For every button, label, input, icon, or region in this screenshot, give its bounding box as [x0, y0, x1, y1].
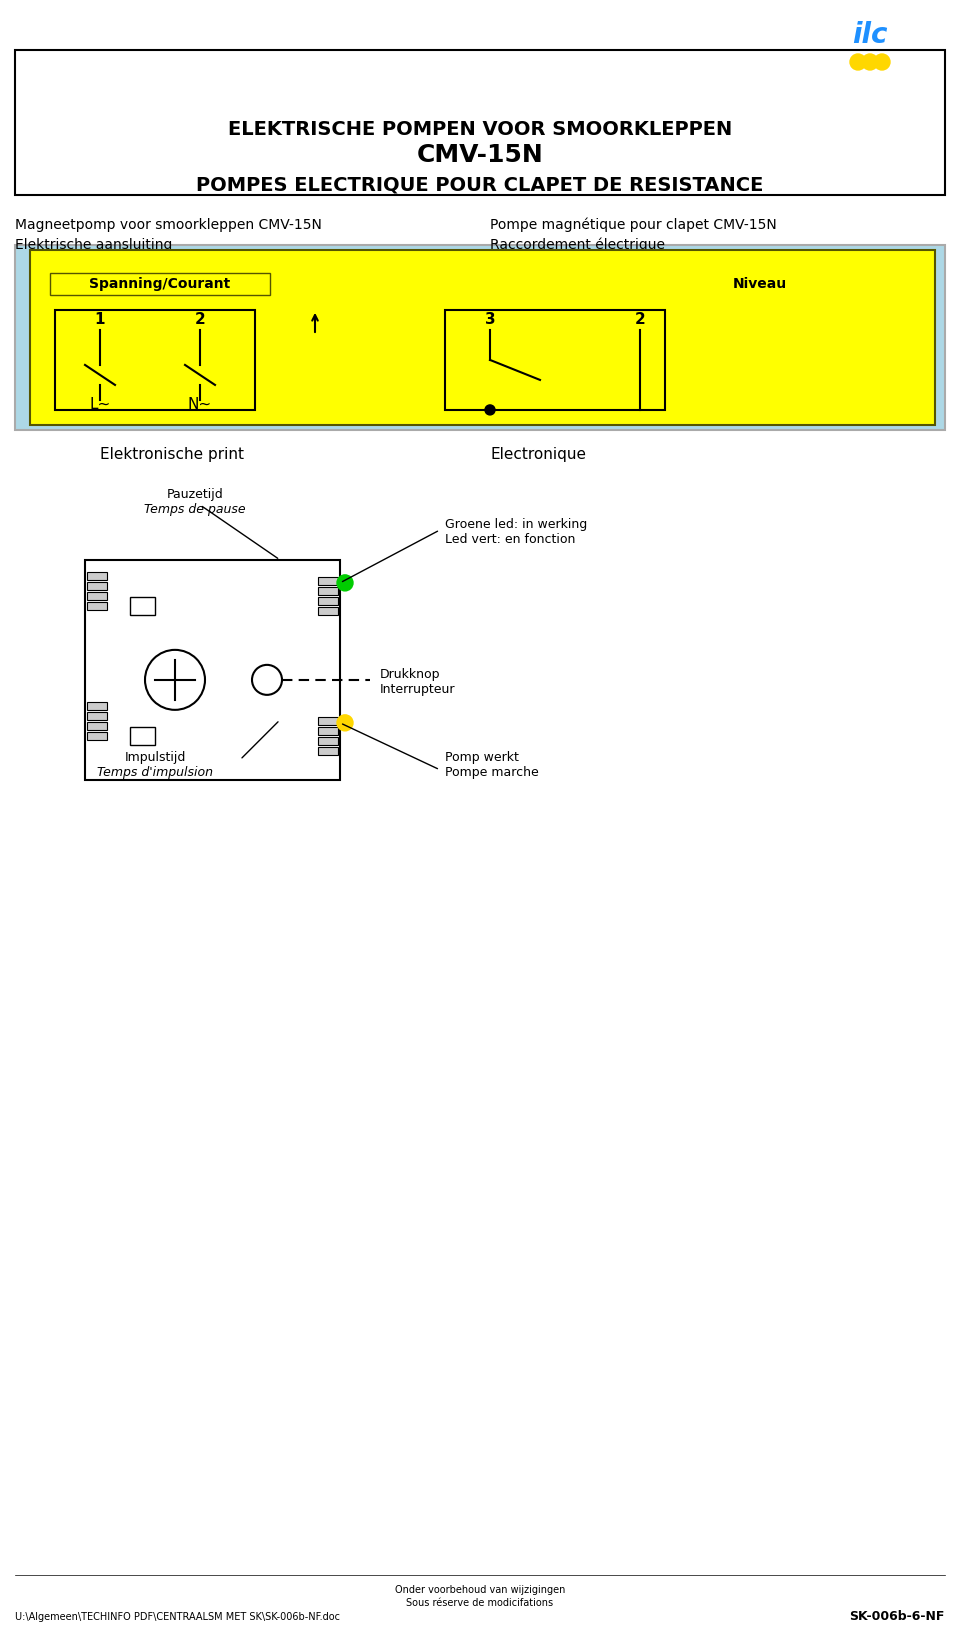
Text: Raccordement électrique: Raccordement électrique: [490, 237, 665, 252]
Bar: [87, 722, 107, 730]
Bar: [318, 726, 338, 734]
Text: Groene led: in werking: Groene led: in werking: [445, 518, 588, 531]
Bar: [87, 572, 107, 580]
Text: Elektronische print: Elektronische print: [100, 447, 244, 463]
Circle shape: [145, 650, 205, 710]
Text: Spanning/Courant: Spanning/Courant: [89, 276, 230, 291]
Bar: [87, 592, 107, 600]
Text: Led vert: en fonction: Led vert: en fonction: [445, 533, 575, 546]
Text: 3: 3: [485, 312, 495, 327]
Text: ilc: ilc: [852, 21, 888, 49]
Bar: [15, 50, 945, 195]
Text: Interrupteur: Interrupteur: [380, 684, 455, 697]
Bar: [87, 601, 107, 609]
Bar: [445, 310, 665, 410]
Text: 1: 1: [95, 312, 106, 327]
Bar: [318, 606, 338, 614]
Text: Pauzetijd: Pauzetijd: [167, 489, 224, 502]
Bar: [50, 273, 270, 296]
Text: Electronique: Electronique: [490, 447, 586, 463]
Bar: [318, 736, 338, 744]
Bar: [318, 587, 338, 595]
Bar: [87, 731, 107, 739]
Text: Pompe magnétique pour clapet CMV-15N: Pompe magnétique pour clapet CMV-15N: [490, 218, 777, 232]
Text: CMV-15N: CMV-15N: [417, 143, 543, 167]
Text: Temps d'impulsion: Temps d'impulsion: [97, 767, 213, 780]
Text: U:\Algemeen\TECHINFO PDF\CENTRAALSM MET SK\SK-006b-NF.doc: U:\Algemeen\TECHINFO PDF\CENTRAALSM MET …: [15, 1612, 340, 1622]
Text: Drukknop: Drukknop: [380, 668, 441, 681]
Bar: [87, 582, 107, 590]
Circle shape: [337, 575, 353, 592]
Bar: [30, 250, 935, 424]
Bar: [87, 702, 107, 710]
Text: Temps de pause: Temps de pause: [144, 504, 246, 517]
Bar: [55, 310, 255, 410]
Circle shape: [485, 405, 495, 414]
Circle shape: [337, 715, 353, 731]
Bar: [87, 712, 107, 720]
Bar: [130, 596, 155, 614]
Text: N~: N~: [188, 398, 212, 413]
Text: Niveau: Niveau: [732, 276, 787, 291]
Text: POMPES ELECTRIQUE POUR CLAPET DE RESISTANCE: POMPES ELECTRIQUE POUR CLAPET DE RESISTA…: [196, 176, 764, 195]
Text: Magneetpomp voor smoorkleppen CMV-15N: Magneetpomp voor smoorkleppen CMV-15N: [15, 218, 322, 232]
Circle shape: [874, 54, 890, 70]
Text: Pomp werkt: Pomp werkt: [445, 751, 518, 764]
Text: ELEKTRISCHE POMPEN VOOR SMOORKLEPPEN: ELEKTRISCHE POMPEN VOOR SMOORKLEPPEN: [228, 120, 732, 140]
Bar: [15, 245, 945, 431]
Text: SK-006b-6-NF: SK-006b-6-NF: [850, 1610, 945, 1623]
Text: 2: 2: [635, 312, 645, 327]
Text: 2: 2: [195, 312, 205, 327]
Bar: [318, 596, 338, 604]
Text: Pompe marche: Pompe marche: [445, 767, 539, 780]
Bar: [130, 726, 155, 744]
Bar: [85, 561, 340, 780]
Circle shape: [862, 54, 878, 70]
Text: Onder voorbehoud van wijzigingen: Onder voorbehoud van wijzigingen: [395, 1584, 565, 1594]
Bar: [318, 717, 338, 725]
Text: Impulstijd: Impulstijd: [124, 751, 185, 764]
Bar: [318, 577, 338, 585]
Text: Elektrische aansluiting: Elektrische aansluiting: [15, 237, 173, 252]
Circle shape: [252, 665, 282, 696]
Bar: [318, 748, 338, 756]
Text: L~: L~: [89, 398, 110, 413]
Circle shape: [850, 54, 866, 70]
Text: Sous réserve de modicifations: Sous réserve de modicifations: [406, 1597, 554, 1607]
